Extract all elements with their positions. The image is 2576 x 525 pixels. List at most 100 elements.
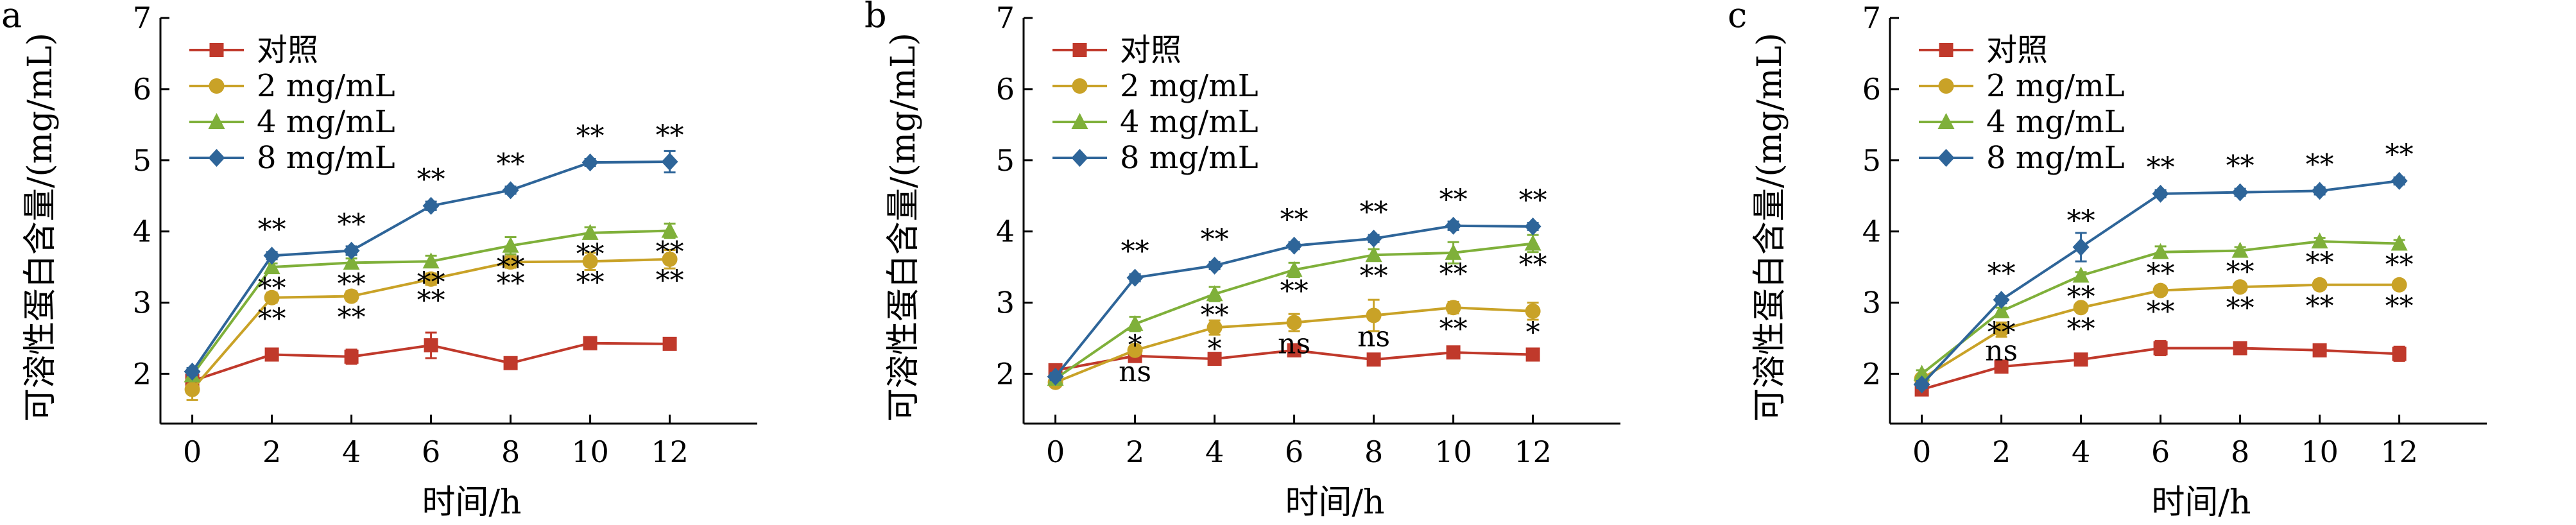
significance-label: * [1208,332,1222,365]
significance-label: ** [1988,316,2016,349]
data-point [503,356,518,370]
x-axis-label: 时间/h [2151,483,2251,522]
x-axis-label: 时间/h [422,483,521,522]
y-axis-label: 可溶性蛋白含量/(mg/mL) [21,33,60,422]
y-tick-label: 4 [1862,214,1881,249]
significance-label: ** [1439,313,1468,345]
legend-marker [1938,78,1954,94]
x-tick-label: 12 [1514,435,1552,469]
y-tick-label: 5 [133,143,151,178]
x-tick-label: 6 [2151,435,2170,469]
series-3: ************ [184,119,684,381]
y-tick-label: 6 [996,72,1015,107]
data-point [1913,365,1930,381]
legend-entry: 对照 [257,32,318,68]
legend-entry: 对照 [1120,32,1181,68]
data-point [2391,171,2408,190]
significance-label: ** [1988,257,2016,290]
significance-label: ** [2067,313,2095,345]
significance-label: ns [1119,356,1151,388]
significance-label: ** [1280,203,1309,236]
y-tick-label: 5 [996,143,1015,178]
data-point [344,349,359,364]
data-point [1524,234,1541,251]
legend-entry: 2 mg/mL [1986,68,2125,104]
significance-label: ** [656,264,684,297]
significance-label: ** [1439,258,1468,291]
significance-label: ** [2226,256,2254,289]
panel-label: b [864,0,887,35]
y-tick-label: 3 [133,286,151,320]
data-point [1993,322,2009,338]
significance-label: ** [1439,184,1468,216]
series-3: ************ [1047,184,1547,386]
significance-label: ** [656,236,684,269]
legend-marker [208,113,225,129]
significance-label: ** [2226,150,2254,183]
data-point [2312,343,2327,357]
significance-label: ** [2067,280,2095,313]
significance-label: ** [2306,148,2334,181]
x-tick-label: 10 [571,435,609,469]
data-point [2392,347,2407,361]
x-tick-label: 0 [1046,435,1065,469]
series-1: ns* ns ns ** * [1047,298,1541,390]
data-point [1206,320,1223,336]
significance-label: ** [2385,290,2414,323]
significance-label: ** [2147,151,2175,184]
series-1: ** ****** ** ** [184,248,684,401]
data-point [581,223,599,240]
data-point [2152,184,2169,203]
legend-entry: 4 mg/mL [1986,104,2125,140]
legend-marker [1937,113,1955,129]
x-tick-label: 8 [1364,435,1383,469]
significance-label: ** [1360,260,1388,293]
significance-label: ** [1201,223,1229,256]
significance-label: ns [1357,320,1390,353]
y-tick-label: 6 [133,72,151,107]
legend-marker [209,78,225,94]
data-point [343,288,359,304]
legend-entry: 8 mg/mL [1120,140,1258,176]
panel-label: c [1728,0,1747,35]
significance-label: ** [2147,257,2175,290]
legend-entry: 2 mg/mL [257,68,395,104]
x-tick-label: 12 [651,435,689,469]
data-point [2074,352,2088,367]
significance-label: ** [417,266,445,299]
significance-label: ** [2385,139,2414,171]
data-point [1206,256,1223,275]
data-point [1285,261,1303,277]
y-tick-label: 3 [996,286,1015,320]
data-point [583,336,597,350]
significance-label: ns [1985,335,2018,368]
x-tick-label: 0 [183,435,202,469]
data-point [264,347,279,362]
data-point [2231,183,2249,202]
series-2: ************ [184,221,684,383]
data-point [1445,300,1461,316]
significance-label: ** [497,251,525,284]
significance-label: ** [2226,292,2254,325]
significance-label: * [1526,316,1540,349]
significance-label: ** [417,164,445,196]
data-point [1446,345,1461,360]
data-point [2391,277,2407,293]
legend-marker [209,43,224,57]
y-tick-label: 2 [1862,356,1881,391]
data-point [1047,367,1064,386]
data-point [582,254,598,270]
data-point [1206,285,1223,302]
legend-entry: 4 mg/mL [1120,104,1258,140]
x-tick-label: 12 [2380,435,2418,469]
series-2: ************ [1913,232,2414,381]
significance-label: ** [2067,205,2095,237]
y-tick-label: 7 [996,1,1015,35]
data-point [1285,236,1303,255]
data-point [661,152,678,171]
legend: 对照2 mg/mL4 mg/mL8 mg/mL [1919,32,2125,176]
legend-marker [1071,149,1088,167]
data-point [1525,347,1540,362]
data-point [1913,375,1930,394]
significance-label: ** [656,119,684,152]
